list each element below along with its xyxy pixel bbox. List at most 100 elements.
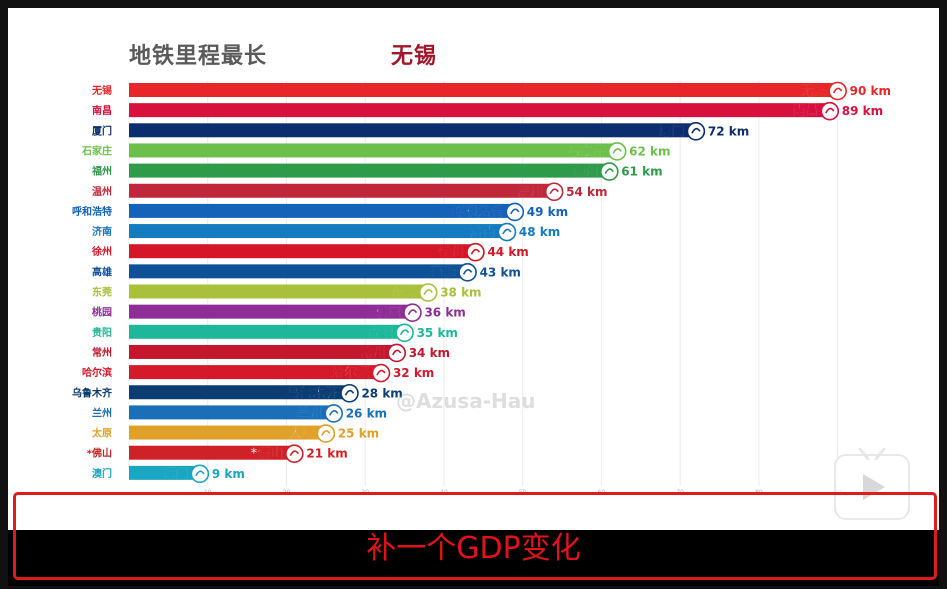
metro-logo-mark xyxy=(691,127,701,134)
metro-logo-mark xyxy=(407,309,418,316)
bar xyxy=(129,445,295,460)
value-label: 34 km xyxy=(409,346,450,360)
bar xyxy=(129,385,350,400)
video-player[interactable]: 地铁里程最长 无锡 102030405060708090无锡无锡90 km南昌南… xyxy=(8,8,939,586)
metro-logo-mark xyxy=(502,228,512,235)
metro-logo-mark xyxy=(344,389,355,396)
metro-logo-icon xyxy=(316,424,336,443)
metro-logo-mark xyxy=(423,289,433,295)
subtitle-bar xyxy=(8,530,939,586)
bar-city-label: 南昌 xyxy=(793,103,819,119)
bar xyxy=(129,344,397,359)
category-label: 哈尔滨 xyxy=(82,366,112,379)
bar xyxy=(129,83,838,97)
metro-logo-mark xyxy=(825,107,835,114)
bar-city-label: 澳门 xyxy=(163,466,189,482)
metro-logo-icon xyxy=(607,142,627,161)
value-label: 48 km xyxy=(519,225,560,239)
watermark: @Azusa-Hau xyxy=(396,389,536,413)
metro-logo-icon xyxy=(371,363,391,383)
category-label: 南昌 xyxy=(92,104,112,117)
metro-logo-mark xyxy=(462,269,473,275)
bar-city-label: 高雄 xyxy=(431,264,457,280)
metro-logo-mark xyxy=(612,148,622,154)
metro-logo-mark xyxy=(510,208,520,215)
bar-city-label: 呼和浩特 xyxy=(452,204,504,220)
bar xyxy=(129,324,405,339)
bar-city-label: 福州 xyxy=(571,164,598,180)
metro-logo-icon xyxy=(544,182,564,202)
metro-logo-mark xyxy=(195,470,205,477)
bar-city-label: 厦门 xyxy=(659,123,685,139)
category-label: 常州 xyxy=(92,346,112,359)
category-label: 温州 xyxy=(92,185,112,198)
bar-city-label: 徐州 xyxy=(437,244,464,260)
metro-logo-icon xyxy=(828,81,847,101)
value-label: 90 km xyxy=(850,84,891,98)
value-label: 89 km xyxy=(842,104,883,118)
category-label: *佛山 xyxy=(87,447,112,460)
metro-logo-icon xyxy=(820,101,840,121)
highlight-box xyxy=(13,492,937,580)
metro-logo-icon xyxy=(505,202,525,222)
value-label: 62 km xyxy=(629,144,670,158)
bar xyxy=(129,224,507,239)
value-label: 61 km xyxy=(621,165,662,179)
metro-logo-mark xyxy=(399,329,410,336)
bar-city-label: 乌鲁木齐 xyxy=(286,385,339,401)
value-label: 32 km xyxy=(393,366,434,380)
value-label: 36 km xyxy=(424,306,465,320)
bar-city-label: *佛山 xyxy=(251,446,284,462)
metro-logo-icon xyxy=(418,283,438,302)
metro-logo-mark xyxy=(329,410,339,416)
bar xyxy=(129,103,830,118)
metro-logo-icon xyxy=(340,383,359,403)
metro-logo-icon xyxy=(599,162,619,181)
metro-logo-mark xyxy=(376,369,386,376)
metro-logo-icon xyxy=(324,404,344,423)
bar-city-label: 东莞 xyxy=(391,285,417,301)
subtitle-caption: 补一个GDP变化 xyxy=(366,531,581,566)
chart-title: 地铁里程最长 xyxy=(129,44,268,69)
value-label: 9 km xyxy=(212,467,245,481)
bar-city-label: 温州 xyxy=(517,185,543,200)
metro-logo-icon xyxy=(458,263,477,282)
metro-logo-mark xyxy=(549,188,559,195)
category-label: 济南 xyxy=(92,225,112,238)
metro-logo-icon xyxy=(403,303,422,322)
bar-city-label: 太原 xyxy=(288,426,315,442)
metro-logo-icon xyxy=(466,242,485,262)
metro-logo-icon xyxy=(190,464,210,484)
category-label: 乌鲁木齐 xyxy=(72,386,113,399)
category-label: 呼和浩特 xyxy=(72,205,112,218)
bar xyxy=(129,123,696,138)
bar-city-label: 哈尔滨 xyxy=(331,365,370,381)
category-label: 澳门 xyxy=(92,467,112,480)
metro-logo-icon xyxy=(285,444,304,464)
bar xyxy=(129,304,413,319)
category-label: 石家庄 xyxy=(81,144,112,157)
bar-city-label: 兰州 xyxy=(297,405,323,421)
metro-logo-mark xyxy=(832,87,843,94)
metro-logo-mark xyxy=(470,248,481,255)
bar xyxy=(129,365,381,380)
bar xyxy=(129,425,326,440)
category-label: 东莞 xyxy=(92,286,112,299)
metro-logo-icon xyxy=(395,323,414,343)
category-label: 高雄 xyxy=(92,265,112,278)
value-label: 54 km xyxy=(566,185,607,199)
metro-logo-icon xyxy=(686,122,706,141)
category-label: 无锡 xyxy=(91,84,112,97)
bar-city-label: 石家庄 xyxy=(566,143,606,159)
category-label: 徐州 xyxy=(91,245,112,258)
bar xyxy=(129,264,468,279)
value-label: 35 km xyxy=(417,326,458,340)
category-label: 厦门 xyxy=(92,124,112,137)
value-label: 28 km xyxy=(361,386,402,400)
value-label: 21 km xyxy=(306,447,347,461)
category-label: 桃园 xyxy=(92,306,112,319)
bar-city-label: 桃园 xyxy=(375,305,401,321)
play-button[interactable] xyxy=(834,448,910,520)
